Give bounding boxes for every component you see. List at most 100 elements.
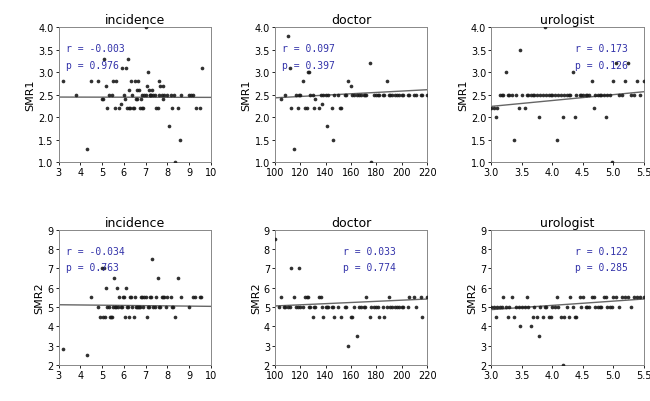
Point: [417, 314, 427, 320]
Title: urologist: urologist: [540, 14, 595, 27]
Point: [580, 92, 591, 99]
Point: [176, 92, 187, 99]
Point: [638, 294, 649, 301]
Point: [588, 294, 599, 301]
Point: [577, 92, 588, 99]
Point: [121, 65, 131, 72]
Point: [366, 160, 376, 166]
Point: [124, 314, 135, 320]
Point: [504, 304, 515, 310]
Point: [165, 294, 176, 301]
Point: [131, 304, 141, 310]
Y-axis label: SMR1: SMR1: [25, 80, 35, 111]
Point: [339, 304, 350, 310]
Point: [314, 106, 324, 112]
Point: [138, 106, 149, 112]
Point: [150, 304, 161, 310]
Point: [515, 47, 526, 54]
Point: [276, 97, 287, 103]
Point: [120, 97, 130, 103]
Point: [535, 92, 545, 99]
Point: [139, 92, 150, 99]
Point: [303, 294, 313, 301]
Point: [142, 70, 153, 76]
Point: [497, 304, 508, 310]
Point: [138, 304, 149, 310]
Point: [398, 92, 408, 99]
Point: [118, 294, 128, 301]
Point: [343, 79, 354, 85]
Point: [346, 83, 356, 90]
Point: [123, 304, 133, 310]
Title: doctor: doctor: [331, 14, 371, 27]
Point: [394, 92, 404, 99]
Point: [552, 294, 562, 301]
Point: [292, 304, 303, 310]
Point: [559, 92, 569, 99]
Point: [270, 237, 280, 243]
Point: [535, 304, 545, 310]
Point: [509, 137, 519, 144]
Point: [111, 304, 122, 310]
Point: [553, 304, 564, 310]
Text: r = 0.033: r = 0.033: [343, 246, 396, 256]
Point: [617, 294, 627, 301]
Point: [528, 92, 539, 99]
Point: [546, 314, 556, 320]
Point: [134, 304, 144, 310]
Point: [309, 106, 319, 112]
Point: [595, 304, 606, 310]
Point: [133, 79, 143, 85]
Point: [415, 294, 426, 301]
Point: [107, 92, 117, 99]
Point: [157, 92, 167, 99]
Point: [366, 304, 376, 310]
Point: [385, 92, 396, 99]
Point: [352, 92, 363, 99]
Point: [361, 294, 371, 301]
Point: [291, 92, 302, 99]
Point: [142, 83, 152, 90]
Point: [629, 92, 640, 99]
Point: [151, 106, 162, 112]
Point: [489, 106, 499, 112]
Point: [186, 92, 196, 99]
Point: [97, 97, 107, 103]
Point: [568, 70, 578, 76]
Point: [103, 92, 114, 99]
Point: [347, 314, 358, 320]
Point: [71, 92, 81, 99]
Point: [124, 106, 134, 112]
Point: [304, 304, 315, 310]
Point: [330, 314, 340, 320]
Point: [492, 106, 502, 112]
Point: [300, 106, 311, 112]
Point: [142, 314, 152, 320]
Point: [577, 294, 588, 301]
Point: [102, 106, 112, 112]
Point: [137, 92, 148, 99]
Point: [510, 92, 521, 99]
Point: [159, 92, 169, 99]
Point: [586, 79, 597, 85]
Point: [145, 294, 155, 301]
Point: [575, 294, 585, 301]
Point: [173, 106, 183, 112]
Point: [278, 304, 289, 310]
Point: [604, 92, 615, 99]
Point: [546, 92, 556, 99]
Point: [116, 65, 127, 72]
Point: [620, 294, 630, 301]
Point: [486, 106, 497, 112]
Point: [503, 92, 514, 99]
Point: [158, 83, 168, 90]
Point: [521, 92, 532, 99]
Point: [371, 304, 382, 310]
Point: [154, 79, 164, 85]
Point: [109, 275, 119, 282]
Point: [95, 314, 105, 320]
Point: [489, 304, 499, 310]
Point: [134, 88, 144, 94]
Point: [126, 79, 136, 85]
Point: [58, 79, 68, 85]
